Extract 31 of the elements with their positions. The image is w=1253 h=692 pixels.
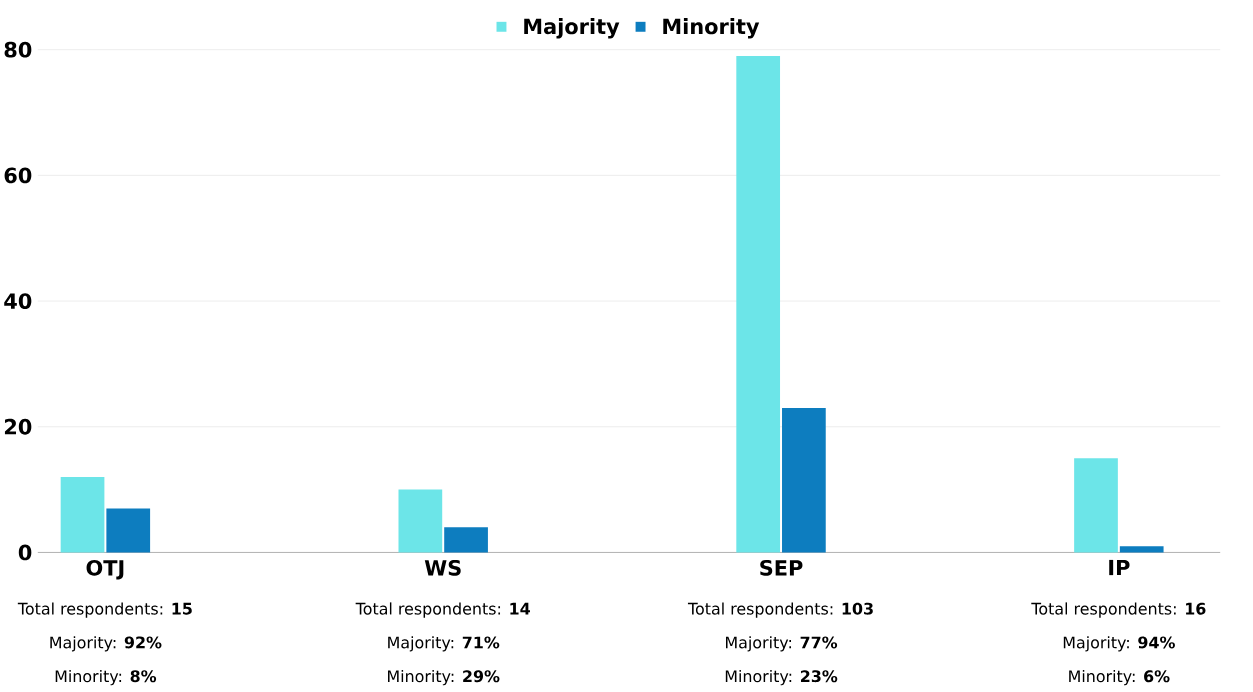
text: Minority: 29% — [388, 670, 500, 686]
text: Total respondents: 14 — [355, 602, 530, 618]
x-tick-label: WS — [424, 560, 461, 576]
x-tick-label: IP — [1109, 560, 1130, 576]
bar — [736, 56, 781, 553]
x-tick-label: SEP — [760, 560, 803, 576]
text: Majority: 94% — [1063, 636, 1175, 652]
bar — [60, 477, 105, 553]
text: Minority: 23% — [725, 670, 838, 686]
y-tick-label: 0 — [18, 544, 32, 561]
text: Majority: 71% — [388, 636, 500, 652]
bar — [782, 408, 826, 553]
legend-label: Majority — [524, 18, 620, 39]
y-tick-label: 80 — [4, 42, 32, 58]
y-tick-label: 20 — [4, 419, 32, 435]
text: Total respondents: 15 — [17, 602, 192, 618]
legend-label: Minority — [663, 18, 760, 39]
y-tick-label: 60 — [4, 167, 32, 184]
text: Total respondents: 16 — [1031, 602, 1206, 618]
bar — [1074, 458, 1118, 553]
y-tick-label: 40 — [4, 293, 32, 310]
text: Majority: 92% — [50, 636, 162, 652]
text: Minority: 6% — [1069, 670, 1170, 686]
bar — [398, 489, 443, 553]
text: Majority: 77% — [726, 636, 838, 652]
bar — [444, 527, 488, 553]
bar — [1119, 546, 1164, 553]
bar — [106, 508, 151, 553]
x-tick-label: OTJ — [86, 560, 124, 580]
text: Minority: 8% — [55, 670, 157, 686]
text: Total respondents: 103 — [687, 602, 873, 618]
